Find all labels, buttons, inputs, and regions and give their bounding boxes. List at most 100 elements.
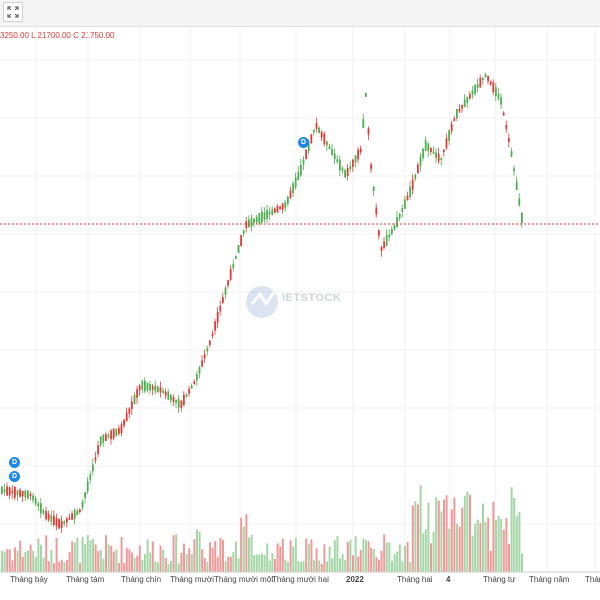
candle-body — [263, 212, 266, 220]
volume-bar — [250, 534, 253, 572]
candle-body — [375, 207, 378, 215]
volume-bar — [497, 515, 500, 572]
volume-bar — [201, 549, 204, 572]
candle-body — [16, 490, 19, 496]
volume-bar — [469, 494, 471, 572]
candle-body — [79, 509, 81, 513]
volume-bar — [110, 546, 113, 572]
candle-body — [89, 474, 92, 480]
candle-body — [391, 229, 393, 235]
candle-body — [3, 489, 6, 492]
candle-body — [76, 510, 79, 515]
candle-body — [414, 174, 417, 179]
candle-body — [40, 503, 42, 514]
volume-bar — [448, 528, 451, 572]
candle-body — [518, 198, 521, 206]
volume-bar — [289, 540, 292, 572]
watermark-text: IETSTOCK — [282, 292, 342, 304]
volume-bar — [237, 558, 240, 572]
volume-bar — [471, 535, 474, 572]
volume-bar — [1, 550, 3, 572]
volume-bar — [274, 558, 276, 572]
volume-bar — [89, 540, 92, 572]
candle-body — [354, 155, 357, 163]
volume-bar — [193, 539, 196, 572]
volume-bar — [118, 563, 120, 572]
x-tick-label: Tháng mười — [170, 575, 214, 584]
candle-body — [297, 171, 300, 181]
volume-bar — [458, 526, 461, 572]
candle-body — [138, 385, 141, 391]
volume-bar — [414, 501, 417, 572]
volume-bar — [102, 558, 105, 572]
volume-bar — [159, 545, 162, 572]
dividend-marker[interactable]: D — [9, 471, 20, 482]
candle-body — [487, 76, 489, 82]
volume-bar — [24, 551, 27, 572]
candle-body — [214, 321, 216, 331]
volume-bar — [94, 544, 97, 572]
candle-body — [505, 125, 508, 129]
volume-bar — [292, 546, 295, 572]
candle-body — [42, 510, 45, 513]
candle-body — [125, 412, 128, 422]
volume-bar — [435, 497, 438, 572]
volume-bar — [107, 544, 110, 572]
candle-body — [476, 84, 479, 88]
candle-body — [430, 148, 432, 152]
volume-bar — [461, 507, 464, 572]
volume-bar — [131, 552, 133, 572]
candle-body — [406, 195, 409, 201]
candle-body — [128, 408, 131, 414]
volume-bar — [240, 517, 243, 572]
volume-bar — [508, 543, 510, 572]
candle-body — [320, 131, 323, 138]
volume-bar — [344, 559, 347, 572]
candle-body — [190, 385, 193, 389]
candle-body — [21, 491, 24, 497]
volume-bar — [404, 545, 406, 572]
candle-body — [32, 495, 34, 501]
volume-bar — [437, 500, 440, 572]
candle-body — [450, 123, 453, 132]
candle-body — [453, 118, 456, 122]
candle-body — [344, 170, 346, 178]
x-tick-label: Tháng tư — [483, 575, 516, 584]
candle-body — [242, 230, 245, 234]
logo-icon — [246, 286, 278, 318]
candle-body — [357, 149, 359, 160]
volume-bar — [185, 554, 188, 572]
volume-bar — [149, 552, 152, 572]
volume-bar — [180, 552, 183, 572]
candle-body — [331, 149, 333, 155]
volume-bar — [63, 562, 66, 572]
volume-bar — [518, 511, 521, 572]
volume-bar — [409, 561, 412, 572]
dividend-marker[interactable]: D — [298, 137, 309, 148]
x-tick-label: 2022 — [346, 575, 364, 584]
volume-bar — [450, 509, 453, 572]
volume-bar — [367, 541, 370, 572]
candle-body — [409, 186, 411, 198]
volume-bar — [253, 555, 256, 572]
candle-body — [185, 394, 188, 397]
volume-bar — [97, 550, 100, 572]
top-toolbar — [0, 0, 600, 27]
candle-body — [118, 428, 120, 434]
volume-bar — [222, 540, 224, 572]
volume-bar — [479, 522, 482, 572]
dividend-marker[interactable]: D — [9, 457, 20, 468]
volume-bar — [502, 529, 505, 572]
candle-body — [68, 517, 71, 520]
volume-bar — [398, 544, 401, 572]
candle-body — [469, 94, 471, 99]
fullscreen-button[interactable] — [3, 2, 23, 22]
candle-body — [71, 513, 73, 520]
candle-body — [107, 435, 110, 438]
volume-bar — [430, 543, 432, 572]
candle-body — [94, 457, 97, 461]
candle-body — [206, 348, 209, 352]
volume-bar — [42, 557, 45, 572]
candle-body — [372, 186, 375, 192]
